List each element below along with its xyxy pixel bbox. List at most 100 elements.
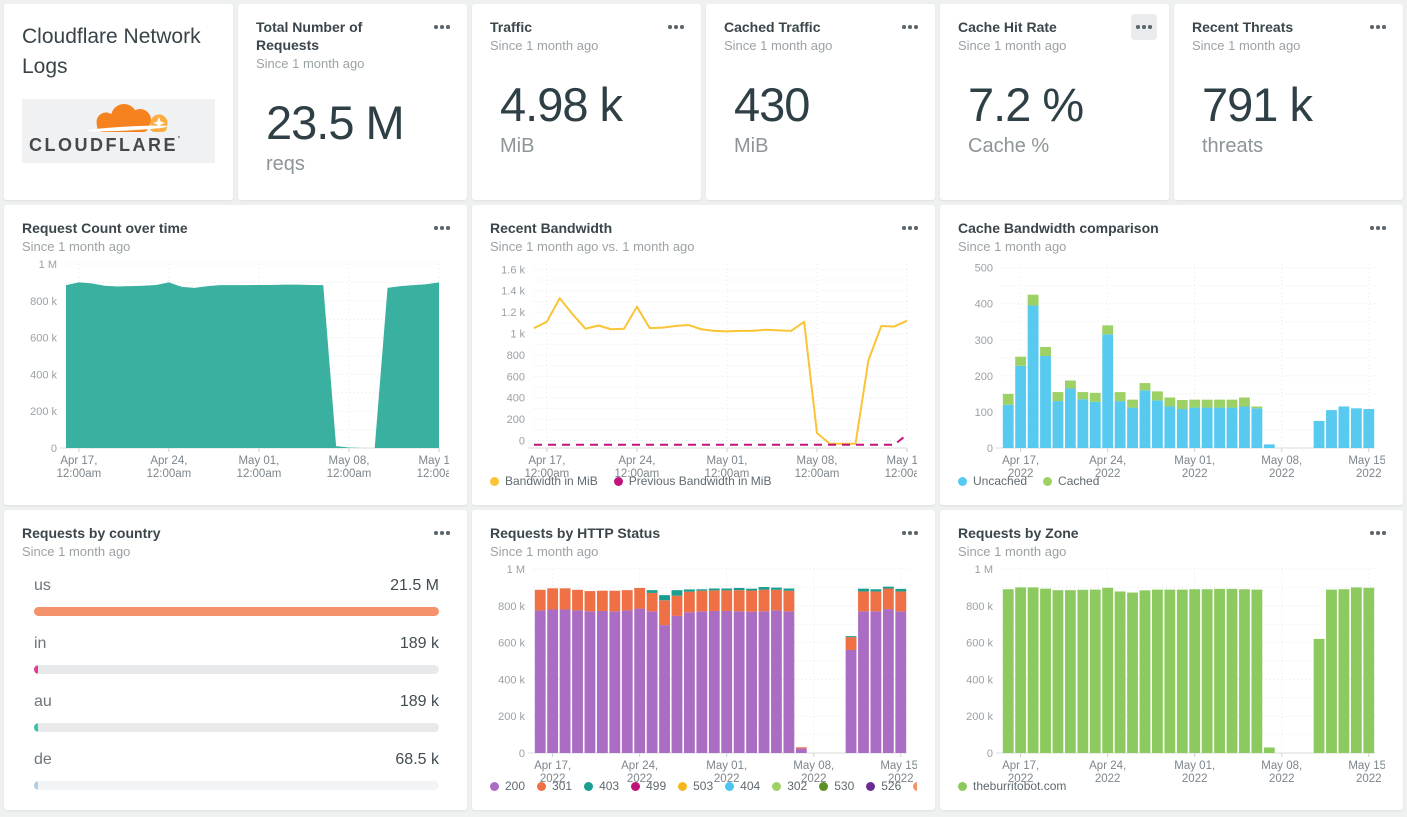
cloudflare-wordmark: CLOUDFLARE' <box>29 134 183 155</box>
country-bar-track <box>34 781 439 791</box>
legend-label: 404 <box>740 779 761 793</box>
stat-value: 4.98 k <box>500 78 623 132</box>
country-list: us 21.5 M in 189 k au 189 k de 68.5 k <box>22 577 449 809</box>
legend-item[interactable]: theburritobot.com <box>958 779 1066 793</box>
svg-text:2022: 2022 <box>714 773 740 785</box>
legend-dot-icon <box>913 781 917 791</box>
stat-card: Total Number of Requests Since 1 month a… <box>238 4 467 200</box>
svg-text:2022: 2022 <box>1182 773 1208 785</box>
svg-text:Apr 17,: Apr 17, <box>1002 455 1039 467</box>
svg-text:2022: 2022 <box>540 773 566 785</box>
svg-text:May 08,: May 08, <box>793 760 834 772</box>
svg-text:May 15,: May 15, <box>1348 760 1385 772</box>
legend-item[interactable]: 503 <box>678 779 713 793</box>
country-label: au <box>34 693 52 711</box>
svg-text:400 k: 400 k <box>966 675 993 687</box>
panel-title: Requests by Zone <box>958 525 1079 541</box>
panel-menu-button[interactable] <box>429 215 455 241</box>
legend-item[interactable]: 200 <box>490 779 525 793</box>
legend-dot-icon <box>958 476 967 486</box>
panel-menu-button[interactable] <box>1365 14 1391 40</box>
legend-item[interactable]: Bandwidth in MiB <box>490 474 598 488</box>
panel-title: Requests by country <box>22 525 161 541</box>
legend-label: 530 <box>834 779 855 793</box>
legend-item[interactable]: Previous Bandwidth in MiB <box>613 474 771 488</box>
svg-text:12:00am: 12:00am <box>795 468 840 480</box>
svg-text:May 08,: May 08, <box>797 455 838 467</box>
legend-item[interactable]: 524 <box>913 779 917 793</box>
legend-item[interactable]: 499 <box>631 779 666 793</box>
svg-text:1 M: 1 M <box>39 259 57 271</box>
stat-title: Cache Hit Rate <box>958 19 1057 35</box>
chart-row-1: Request Count over time Since 1 month ag… <box>4 205 1403 505</box>
svg-text:2022: 2022 <box>1269 468 1295 480</box>
panel-menu-button[interactable] <box>429 14 455 40</box>
legend-label: 302 <box>787 779 808 793</box>
chart-legend: Bandwidth in MiB Previous Bandwidth in Mi… <box>490 471 917 491</box>
legend-label: 403 <box>599 779 620 793</box>
stat-card: Recent Threats Since 1 month ago 791 k t… <box>1174 4 1403 200</box>
svg-text:0: 0 <box>51 443 57 455</box>
stat-unit: reqs <box>266 153 305 176</box>
svg-text:12:00am: 12:00am <box>147 468 192 480</box>
panel-title: Request Count over time <box>22 220 188 236</box>
chart-legend: Uncached Cached <box>958 471 1385 491</box>
country-label: in <box>34 635 47 653</box>
panel-cache-bandwidth: Cache Bandwidth comparison Since 1 month… <box>940 205 1403 505</box>
country-bar-track <box>34 607 439 617</box>
legend-dot-icon <box>819 781 829 791</box>
stat-unit: MiB <box>500 135 535 158</box>
legend-item[interactable]: Cached <box>1043 474 1099 488</box>
legend-item[interactable]: 530 <box>819 779 854 793</box>
panel-menu-button[interactable] <box>1365 520 1391 546</box>
svg-text:2022: 2022 <box>1008 773 1034 785</box>
country-row: in 189 k <box>34 635 439 675</box>
svg-text:2022: 2022 <box>1269 773 1295 785</box>
cloudflare-cloud-icon <box>88 103 168 132</box>
panel-subtitle: Since 1 month ago vs. 1 month ago <box>490 239 695 255</box>
panel-requests-by-http-status: Requests by HTTP Status Since 1 month ag… <box>472 510 935 810</box>
chart-row-2: Requests by country Since 1 month ago us… <box>4 510 1403 810</box>
svg-text:0: 0 <box>987 748 993 760</box>
request-count-chart: Apr 17, 12:00am Apr 24, 12:00am May 01, 12:00… <box>22 258 449 480</box>
svg-text:May 08,: May 08, <box>1261 455 1302 467</box>
legend-item[interactable]: 404 <box>725 779 760 793</box>
chart-legend: 200 301 403 499 503 404 302 530 526 524 <box>490 776 917 796</box>
legend-dot-icon <box>537 781 547 791</box>
svg-text:200 k: 200 k <box>30 406 57 418</box>
panel-menu-button[interactable] <box>1365 215 1391 241</box>
svg-text:Apr 24,: Apr 24, <box>1089 760 1126 772</box>
legend-dot-icon <box>958 781 967 791</box>
legend-item[interactable]: 526 <box>866 779 901 793</box>
panel-requests-by-country: Requests by country Since 1 month ago us… <box>4 510 467 810</box>
stat-value: 791 k <box>1202 78 1313 132</box>
legend-item[interactable]: Uncached <box>958 474 1027 488</box>
panel-menu-button[interactable] <box>1131 14 1157 40</box>
country-value: 189 k <box>399 635 439 653</box>
panel-menu-button[interactable] <box>897 215 923 241</box>
legend-label: 526 <box>881 779 902 793</box>
legend-label: 301 <box>552 779 573 793</box>
svg-text:2022: 2022 <box>888 773 914 785</box>
svg-text:800: 800 <box>507 350 525 362</box>
panel-menu-button[interactable] <box>897 14 923 40</box>
panel-menu-button[interactable] <box>663 14 689 40</box>
svg-text:600 k: 600 k <box>966 638 993 650</box>
stat-subtitle: Since 1 month ago <box>256 56 365 72</box>
legend-item[interactable]: 302 <box>772 779 807 793</box>
bandwidth-chart: Apr 17, 12:00am Apr 24, 12:00am May 01, 12:00… <box>490 258 917 480</box>
legend-item[interactable]: 403 <box>584 779 619 793</box>
legend-item[interactable]: 301 <box>537 779 572 793</box>
panel-menu-button[interactable] <box>897 520 923 546</box>
svg-text:Apr 24,: Apr 24, <box>618 455 655 467</box>
panel-menu-button[interactable] <box>429 520 455 546</box>
svg-text:800 k: 800 k <box>498 601 525 613</box>
svg-text:May 15,: May 15, <box>880 760 917 772</box>
svg-text:Apr 17,: Apr 17, <box>60 455 97 467</box>
svg-text:2022: 2022 <box>1182 468 1208 480</box>
svg-text:12:00am: 12:00am <box>417 468 449 480</box>
svg-text:400 k: 400 k <box>498 675 525 687</box>
panel-subtitle: Since 1 month ago <box>958 544 1067 560</box>
stat-value: 7.2 % <box>968 78 1084 132</box>
country-value: 189 k <box>399 693 439 711</box>
